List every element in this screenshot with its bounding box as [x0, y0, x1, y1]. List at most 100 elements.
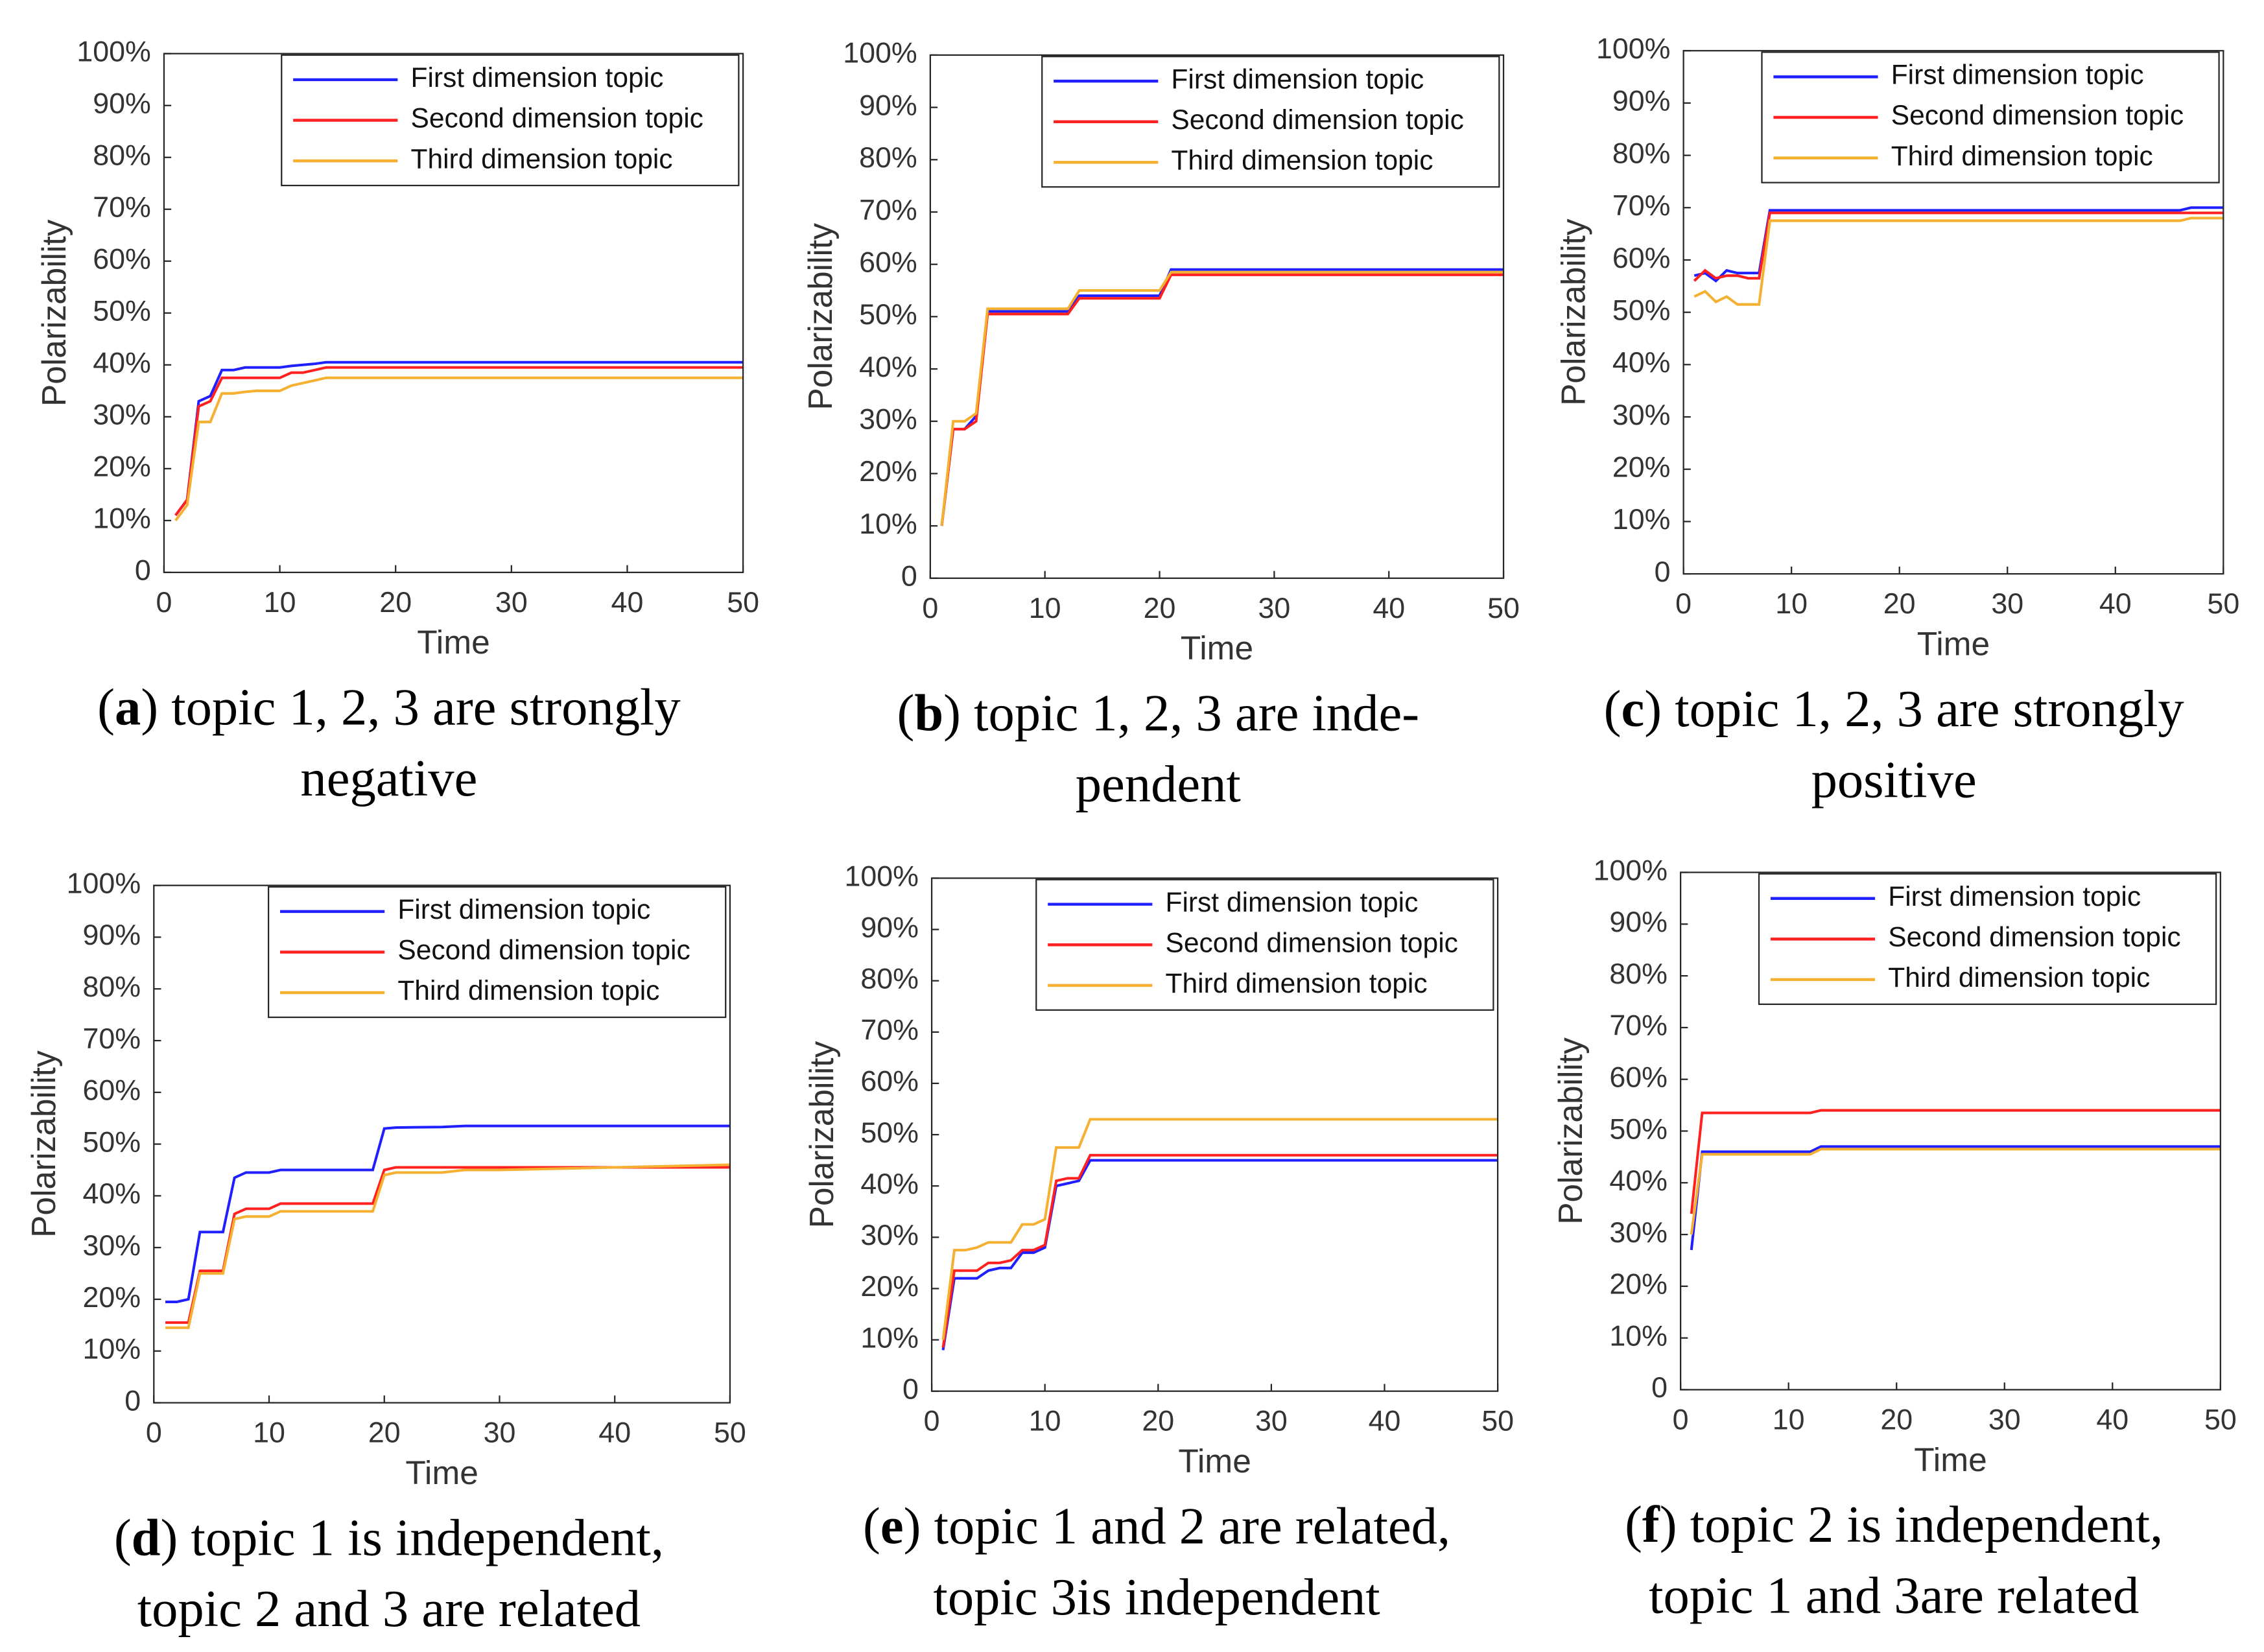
caption: negative: [300, 750, 477, 808]
y-tick-label: 10%: [83, 1334, 141, 1365]
y-tick-label: 40%: [93, 348, 151, 379]
y-tick-label: 0: [124, 1385, 141, 1417]
caption-part: ) topic 1 and 2 are related,: [904, 1498, 1450, 1555]
data-line: [1690, 1148, 2221, 1235]
x-tick-label: 30: [1991, 588, 2023, 620]
x-tick-label: 10: [1775, 588, 1808, 620]
y-tick-label: 80%: [1609, 958, 1668, 990]
legend-label: Second dimension topic: [410, 104, 703, 134]
y-tick-label: 80%: [1612, 137, 1671, 169]
x-tick-label: 50: [714, 1417, 746, 1449]
caption-part: topic 1 and 3are related: [1649, 1567, 2139, 1625]
legend: First dimension topic Second dimension to…: [1761, 51, 2220, 183]
caption: pendent: [1076, 756, 1241, 814]
y-tick-label: 90%: [1612, 86, 1671, 117]
y-tick-label: 20%: [1612, 452, 1671, 484]
legend-label: First dimension topic: [1165, 888, 1418, 918]
y-tick-label: 70%: [83, 1023, 141, 1055]
legend-label: Third dimension topic: [1171, 146, 1433, 176]
caption-part: positive: [1811, 751, 1977, 809]
y-tick-label: 0: [901, 561, 917, 593]
caption-part: f: [1642, 1496, 1660, 1554]
x-axis-label: Time: [1917, 624, 1990, 662]
data-line: [174, 360, 744, 517]
data-line: [940, 273, 1504, 526]
caption: (d) topic 1 is independent,: [114, 1509, 664, 1567]
y-tick-label: 30%: [1609, 1217, 1668, 1249]
legend-label: Second dimension topic: [1165, 928, 1457, 959]
x-tick-label: 20: [368, 1417, 401, 1449]
x-tick-label: 20: [1142, 1406, 1174, 1437]
y-tick-label: 80%: [93, 140, 151, 172]
y-tick-label: 50%: [1612, 294, 1671, 326]
x-tick-label: 50: [1481, 1406, 1514, 1437]
y-tick-label: 10%: [859, 508, 917, 540]
y-tick-label: 80%: [83, 971, 141, 1003]
y-tick-label: 20%: [83, 1282, 141, 1314]
caption: (b) topic 1, 2, 3 are inde-: [897, 685, 1420, 742]
legend: First dimension topic Second dimension to…: [267, 886, 727, 1019]
data-line: [165, 1163, 730, 1329]
y-tick-label: 50%: [83, 1126, 141, 1158]
caption-part: e: [880, 1498, 904, 1555]
caption-part: negative: [300, 750, 477, 808]
caption-part: ) topic 2 is independent,: [1660, 1496, 2164, 1554]
y-tick-label: 30%: [93, 399, 151, 431]
caption-part: (: [1625, 1496, 1642, 1554]
y-tick-label: 60%: [1612, 242, 1671, 274]
x-tick-label: 0: [1673, 1404, 1689, 1435]
data-line: [165, 1124, 730, 1303]
y-tick-label: 40%: [859, 351, 917, 383]
data-line: [1690, 1145, 2221, 1251]
y-axis-label: Polarizability: [35, 219, 73, 407]
data-line: [941, 1153, 1498, 1348]
legend: First dimension topic Second dimension to…: [1758, 873, 2217, 1006]
x-tick-label: 30: [1258, 593, 1290, 624]
caption-part: ) topic 1, 2, 3 are strongly: [141, 679, 680, 737]
x-tick-label: 30: [1988, 1404, 2021, 1435]
caption-part: ) topic 1 is independent,: [160, 1509, 664, 1567]
y-tick-label: 40%: [1609, 1165, 1668, 1197]
x-tick-label: 40: [2099, 588, 2132, 620]
legend-label: Third dimension topic: [397, 976, 659, 1006]
x-tick-label: 40: [598, 1417, 631, 1449]
subplot: 0 10% 20% 30% 40% 50% 60% 70% 80% 90% 100% 0 10 20 30 4…: [35, 36, 759, 808]
x-tick-label: 0: [156, 587, 172, 619]
data-line: [941, 1118, 1498, 1340]
y-tick-label: 10%: [1612, 504, 1671, 536]
x-tick-label: 30: [495, 587, 528, 619]
x-tick-label: 30: [1255, 1406, 1288, 1437]
caption-part: topic 3is independent: [933, 1569, 1380, 1627]
y-tick-label: 60%: [83, 1075, 141, 1107]
x-tick-label: 20: [1883, 588, 1916, 620]
x-tick-label: 20: [1144, 593, 1176, 624]
caption-part: b: [914, 685, 943, 742]
caption: (a) topic 1, 2, 3 are strongly: [97, 679, 681, 737]
data-line: [941, 1159, 1498, 1351]
legend-label: Second dimension topic: [1888, 923, 2180, 953]
x-tick-label: 40: [1369, 1406, 1401, 1437]
y-tick-label: 50%: [93, 296, 151, 327]
y-tick-label: 90%: [1609, 906, 1668, 938]
caption: topic 1 and 3are related: [1649, 1567, 2139, 1625]
y-tick-label: 20%: [859, 456, 917, 488]
caption-part: (: [863, 1498, 880, 1555]
y-tick-label: 20%: [1609, 1269, 1668, 1301]
y-tick-label: 30%: [859, 404, 917, 436]
y-tick-label: 60%: [93, 244, 151, 276]
y-tick-label: 70%: [1609, 1010, 1668, 1042]
caption-part: ) topic 1, 2, 3 are strongly: [1644, 680, 2184, 738]
caption-part: (: [97, 679, 115, 737]
x-tick-label: 40: [1373, 593, 1405, 624]
caption-part: d: [132, 1509, 161, 1567]
y-tick-label: 0: [1651, 1372, 1668, 1404]
legend-label: Second dimension topic: [1171, 105, 1463, 136]
y-tick-label: 70%: [1612, 190, 1671, 222]
y-tick-label: 10%: [1609, 1320, 1668, 1352]
x-tick-label: 0: [924, 1406, 940, 1437]
y-tick-label: 90%: [83, 919, 141, 951]
subplot: 0 10% 20% 30% 40% 50% 60% 70% 80% 90% 100% 0 10 20 30 4…: [25, 867, 746, 1638]
x-tick-label: 10: [1029, 593, 1061, 624]
